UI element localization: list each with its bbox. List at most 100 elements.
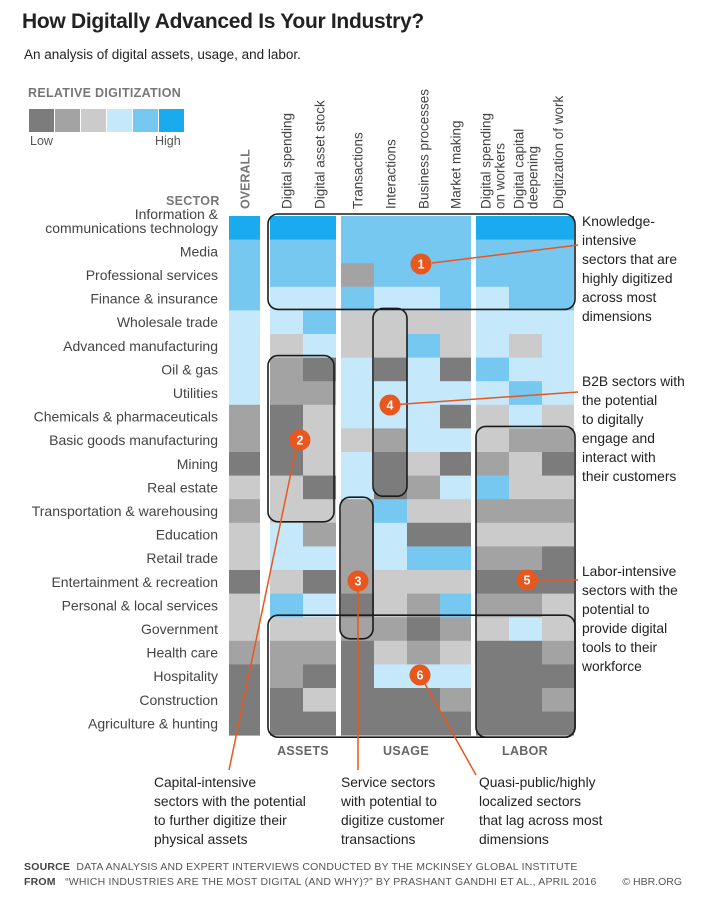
heatmap-cell (542, 263, 574, 288)
heatmap-cell (509, 263, 542, 288)
heatmap-cell (542, 617, 574, 642)
heatmap-cell (476, 381, 509, 406)
column-header: Digital asset stock (313, 100, 328, 209)
footer-source: SOURCE DATA ANALYSIS AND EXPERT INTERVIE… (24, 861, 578, 873)
sector-label: Personal & local services (62, 597, 218, 613)
column-header: Digital capital (512, 129, 527, 209)
sector-label: Construction (139, 692, 218, 708)
heatmap-cell (229, 334, 260, 358)
heatmap-cell (440, 310, 471, 335)
sector-label: communications technology (45, 220, 218, 236)
heatmap-cell (476, 310, 509, 335)
heatmap-cell (476, 239, 509, 264)
callout-line-6 (419, 674, 477, 776)
heatmap-cell (542, 593, 574, 618)
callout-line-1 (431, 244, 579, 264)
heatmap-cell (270, 664, 303, 689)
heatmap-cell (407, 216, 440, 240)
heatmap-cell (476, 711, 509, 736)
heatmap-cell (229, 546, 260, 571)
callout-text-1: Knowledge- (582, 214, 655, 229)
heatmap-cell (229, 475, 260, 500)
heatmap-cell (303, 546, 336, 571)
heatmap-cell (407, 522, 440, 547)
heatmap-cell (374, 499, 407, 524)
heatmap-cell (407, 404, 440, 429)
heatmap-cell (407, 334, 440, 358)
heatmap-cell (407, 357, 440, 382)
heatmap-cell (509, 428, 542, 453)
heatmap-cell (341, 522, 374, 547)
heatmap-cell (476, 428, 509, 453)
callout-text-5: Labor-intensive (582, 564, 677, 579)
callout-text-5: potential to (582, 602, 650, 617)
heatmap-cell (270, 452, 303, 476)
heatmap-cell (229, 499, 260, 524)
heatmap-cell (374, 711, 407, 736)
sector-label: Government (141, 621, 218, 637)
heatmap-cell (303, 688, 336, 712)
heatmap-cell (303, 617, 336, 642)
heatmap-cell (270, 522, 303, 547)
legend-title: RELATIVE DIGITIZATION (28, 86, 182, 100)
heatmap-cell (407, 711, 440, 736)
callout-text-5: workforce (581, 659, 642, 674)
column-header: Digital spending (280, 113, 295, 209)
heatmap-cell (440, 263, 471, 288)
heatmap-cell (374, 640, 407, 665)
heatmap-cell (440, 593, 471, 618)
heatmap-cell (440, 664, 471, 689)
callout-text-4: to digitally (582, 412, 643, 427)
heatmap-cell (303, 475, 336, 500)
heatmap-cell (476, 404, 509, 429)
heatmap-cell (509, 688, 542, 712)
heatmap-cell (407, 593, 440, 618)
heatmap-cell (509, 711, 542, 736)
heatmap-cell (542, 216, 574, 240)
heatmap-cell (476, 522, 509, 547)
heatmap-cell (509, 334, 542, 358)
heatmap-cell (341, 239, 374, 264)
heatmap-cell (542, 452, 574, 476)
heatmap-cell (542, 310, 574, 335)
callout-text-6: dimensions (479, 832, 549, 847)
sector-label: Transportation & warehousing (32, 503, 218, 519)
footer-from-label: FROM (24, 876, 56, 888)
heatmap-cell (270, 640, 303, 665)
heatmap-cell (229, 688, 260, 712)
heatmap-cell (476, 216, 509, 240)
heatmap-cell (509, 617, 542, 642)
heatmap-cell (229, 664, 260, 689)
group-label: ASSETS (277, 744, 329, 758)
heatmap-cell (270, 334, 303, 358)
heatmap-cell (542, 546, 574, 571)
heatmap-cell (407, 688, 440, 712)
heatmap-cell (509, 452, 542, 476)
sector-label: Mining (177, 456, 218, 472)
heatmap-cell (440, 640, 471, 665)
heatmap-cell (407, 570, 440, 594)
callout-text-1: sectors that are (582, 252, 677, 267)
heatmap-cell (509, 310, 542, 335)
callout-text-4: their customers (582, 469, 676, 484)
callout-marker-6 (409, 664, 431, 686)
sector-label: Basic goods manufacturing (49, 432, 218, 448)
heatmap-cell (509, 286, 542, 311)
sector-label: Advanced manufacturing (63, 338, 218, 354)
heatmap-cell (374, 310, 407, 335)
heatmap-cell (270, 310, 303, 335)
heatmap-cell (341, 216, 374, 240)
column-header: Transactions (351, 132, 366, 209)
heatmap-cell (229, 381, 260, 406)
heatmap-cell (476, 570, 509, 594)
heatmap-cell (542, 239, 574, 264)
heatmap-cell (440, 499, 471, 524)
callout-text-4: B2B sectors with (582, 374, 685, 389)
heatmap-cell (440, 334, 471, 358)
sector-label: Wholesale trade (117, 314, 218, 330)
heatmap-cell (476, 546, 509, 571)
heatmap-cell (341, 263, 374, 288)
heatmap-cell (270, 239, 303, 264)
callout-text-1: across most (582, 290, 657, 305)
heatmap-cell (509, 357, 542, 382)
